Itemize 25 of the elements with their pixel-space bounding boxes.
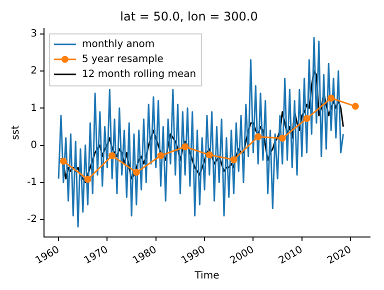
chart-title: lat = 50.0, lon = 300.0 xyxy=(120,9,258,24)
y-axis-title: sst xyxy=(10,125,22,140)
point xyxy=(352,102,359,110)
point xyxy=(157,152,164,160)
point xyxy=(230,156,238,164)
point xyxy=(254,133,262,140)
point xyxy=(328,94,335,102)
legend-label: 12 month rolling mean xyxy=(82,68,196,80)
point xyxy=(206,151,213,158)
point xyxy=(278,134,286,142)
y-tick-label: 1 xyxy=(30,102,37,114)
point xyxy=(303,115,310,122)
point xyxy=(132,168,140,176)
y-tick-label: -1 xyxy=(26,176,37,188)
point xyxy=(182,143,189,150)
point xyxy=(84,176,92,183)
y-tick-label: 3 xyxy=(30,28,37,40)
y-tick-label: 2 xyxy=(30,66,37,77)
legend-label: monthly anom xyxy=(82,38,155,50)
y-tick-label: 0 xyxy=(30,140,37,151)
x-axis-title: Time xyxy=(194,270,220,282)
point xyxy=(108,152,116,160)
point xyxy=(60,158,67,165)
y-tick-label: -2 xyxy=(26,214,37,226)
legend-label: 5 year resample xyxy=(82,54,164,65)
